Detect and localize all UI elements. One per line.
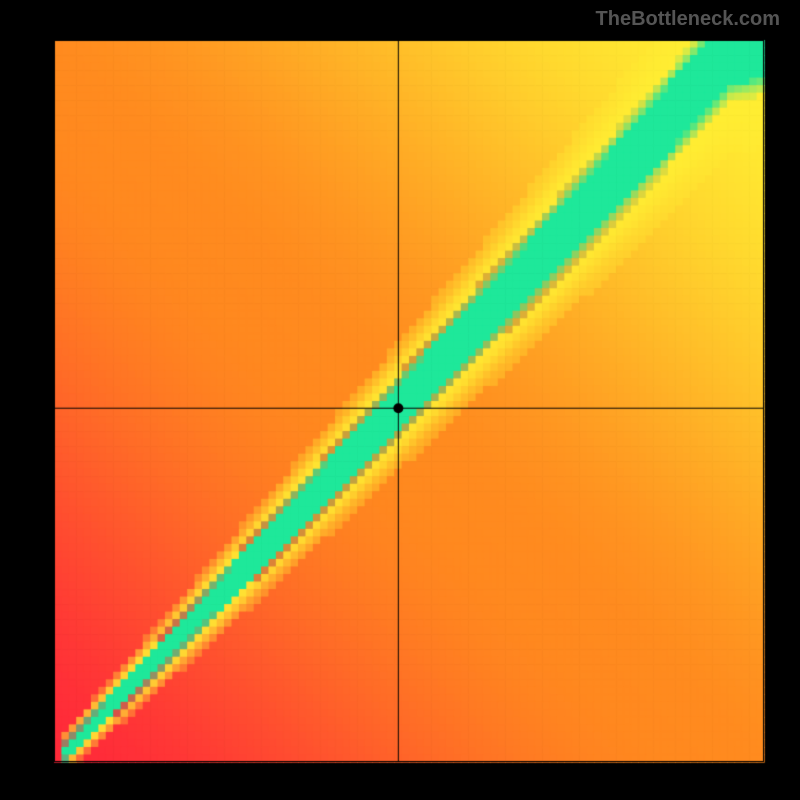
chart-container: TheBottleneck.com: [0, 0, 800, 800]
heatmap-canvas: [0, 0, 800, 800]
watermark-text: TheBottleneck.com: [596, 8, 780, 31]
